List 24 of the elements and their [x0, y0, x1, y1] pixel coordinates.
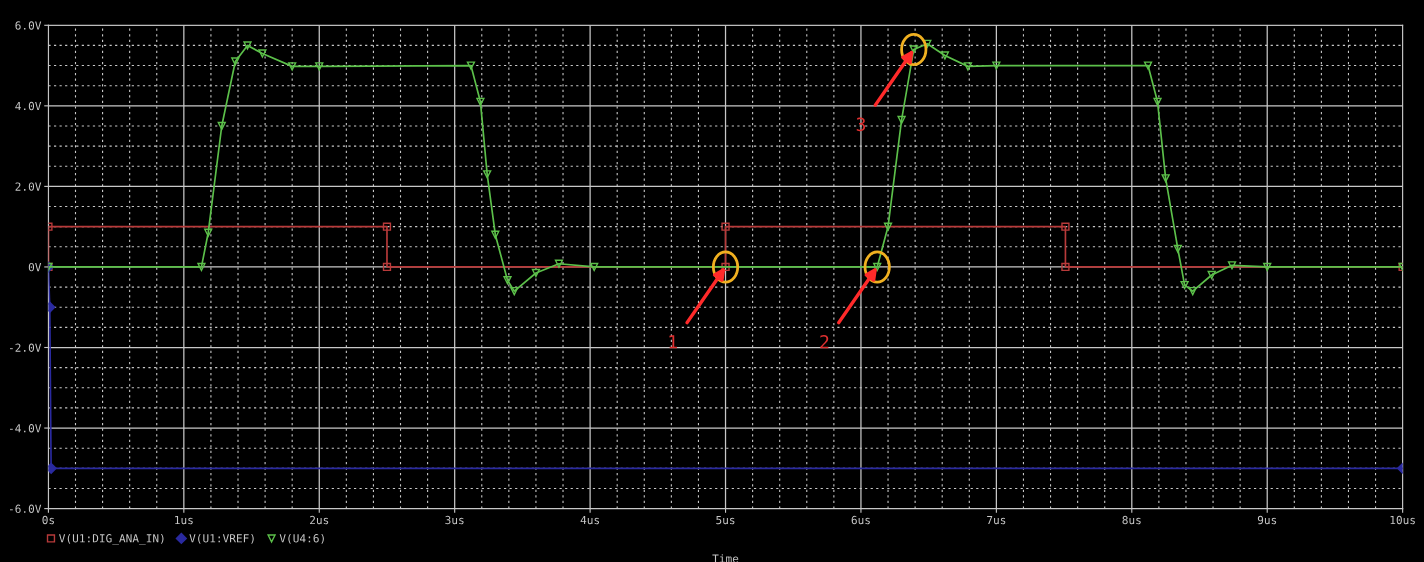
x-tick-label: 8us: [1122, 515, 1141, 525]
x-tick-label: 4us: [580, 515, 600, 525]
x-tick-label: 6us: [851, 515, 870, 525]
x-tick-label: 2us: [310, 515, 329, 525]
annotation: 1: [669, 335, 677, 349]
legend-label: V(U4:6): [279, 533, 324, 544]
y-tick-label: 6.0V: [15, 21, 42, 30]
x-tick-label: 3us: [445, 515, 464, 525]
x-tick-label: 0s: [42, 515, 54, 525]
legend-label: V(U1:VREF): [189, 533, 254, 544]
y-tick-label: -2.0V: [9, 343, 42, 352]
x-tick-label: 10us: [1390, 515, 1415, 525]
legend-label: V(U1:DIG_ANA_IN): [59, 533, 164, 545]
y-tick-label: -4.0V: [9, 424, 42, 433]
y-tick-label: 0V: [28, 262, 42, 272]
x-tick-label: 5us: [716, 515, 735, 525]
x-tick-label: 9us: [1257, 515, 1277, 525]
annotation: 2: [820, 334, 829, 349]
x-tick-label: 7us: [987, 515, 1006, 525]
y-tick-label: 4.0V: [15, 101, 42, 111]
x-axis-title: Time: [712, 554, 739, 562]
y-tick-label: -6.0V: [9, 504, 42, 514]
y-tick-label: 2.0V: [15, 182, 42, 191]
x-tick-label: 1us: [175, 515, 193, 525]
